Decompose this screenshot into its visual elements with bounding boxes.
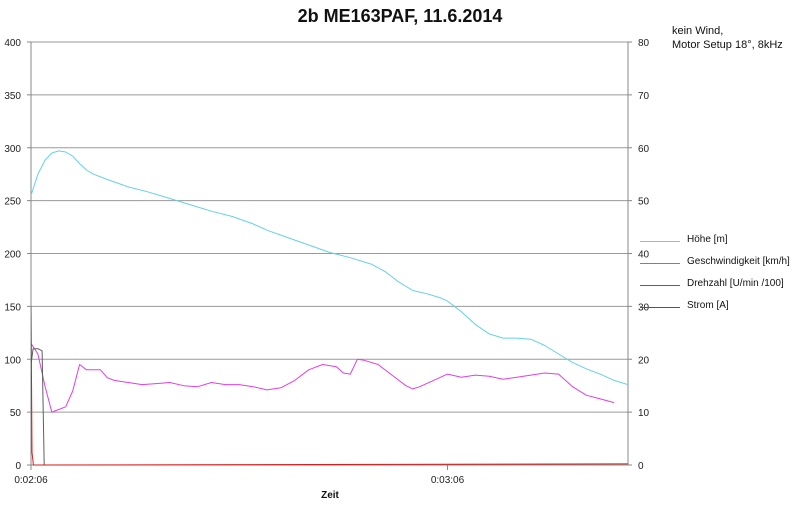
- legend-label-geschwindigkeit: Geschwindigkeit [km/h]: [687, 256, 790, 267]
- x-axis-label: Zeit: [321, 490, 339, 501]
- y-tick-label-left: 350: [4, 91, 21, 102]
- y-tick-label-right: 20: [638, 355, 650, 366]
- y-tick-label-left: 100: [4, 355, 21, 366]
- series-line-geschwindigkeit: [31, 343, 615, 413]
- y-tick-label-left: 250: [4, 197, 21, 208]
- y-tick-label-right: 80: [638, 38, 650, 49]
- legend-swatch-geschwindigkeit: [640, 263, 680, 264]
- legend-label-strom: Strom [A]: [687, 300, 729, 311]
- legend-swatch-drehzahl: [640, 285, 680, 286]
- x-tick-label: 0:02:06: [14, 475, 48, 486]
- y-tick-label-left: 400: [4, 38, 21, 49]
- series-line-strom: [31, 306, 628, 466]
- y-tick-label-left: 150: [4, 302, 21, 313]
- chart-note: kein Wind, Motor Setup 18°, 8kHz: [672, 24, 783, 52]
- legend: Höhe [m] Geschwindigkeit [km/h] Drehzahl…: [640, 234, 800, 322]
- legend-item-hoehe: Höhe [m]: [640, 234, 800, 256]
- y-tick-label-right: 60: [638, 144, 650, 155]
- legend-swatch-hoehe: [640, 241, 680, 242]
- y-tick-label-left: 300: [4, 144, 21, 155]
- note-line-1: kein Wind,: [672, 25, 724, 37]
- y-tick-label-left: 0: [15, 461, 21, 472]
- series-line-drehzahl: [31, 348, 45, 466]
- series-line-hoehe: [31, 150, 628, 386]
- chart-title: 2b ME163PAF, 11.6.2014: [297, 6, 503, 26]
- legend-item-strom: Strom [A]: [640, 300, 800, 322]
- legend-label-hoehe: Höhe [m]: [687, 234, 728, 245]
- note-line-2: Motor Setup 18°, 8kHz: [672, 39, 783, 51]
- y-tick-label-left: 200: [4, 250, 21, 261]
- y-tick-label-right: 50: [638, 197, 650, 208]
- legend-swatch-strom: [640, 307, 680, 308]
- legend-item-geschwindigkeit: Geschwindigkeit [km/h]: [640, 256, 800, 278]
- legend-item-drehzahl: Drehzahl [U/min /100]: [640, 278, 800, 300]
- y-tick-label-right: 40: [638, 250, 650, 261]
- y-tick-label-right: 0: [638, 461, 644, 472]
- legend-label-drehzahl: Drehzahl [U/min /100]: [687, 278, 784, 289]
- y-tick-label-right: 70: [638, 91, 650, 102]
- x-tick-label: 0:03:06: [431, 475, 465, 486]
- y-tick-label-left: 50: [10, 408, 22, 419]
- y-tick-label-right: 10: [638, 408, 650, 419]
